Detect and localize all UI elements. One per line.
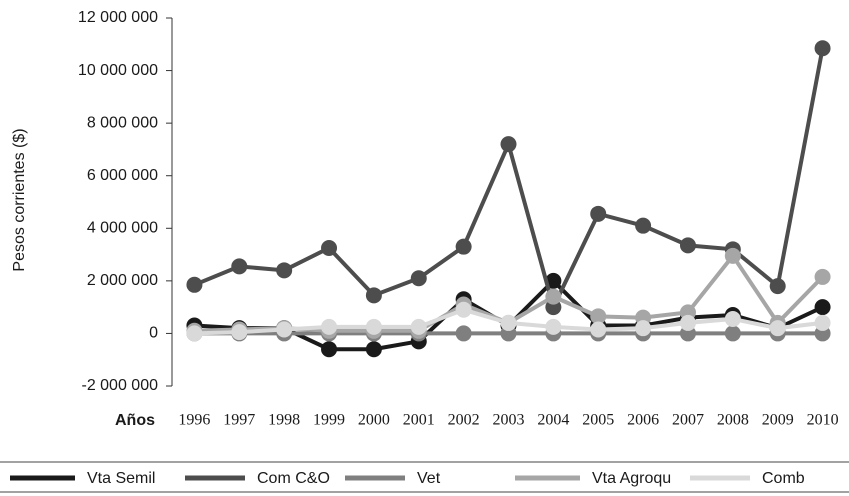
legend-label: Vet [417, 470, 441, 487]
series-point [500, 314, 517, 331]
series-point [410, 270, 427, 287]
x-tick-label: 1999 [313, 412, 345, 429]
x-tick-label: 1998 [268, 412, 300, 429]
series-point [814, 299, 831, 316]
legend-label: Vta Agroqu [592, 470, 671, 487]
series-point [321, 341, 338, 358]
legend-label: Comb [762, 470, 805, 487]
x-tick-label: 2005 [582, 412, 614, 429]
series-point [186, 276, 203, 293]
y-tick-label: 10 000 000 [78, 62, 158, 79]
series-point [545, 272, 562, 289]
series-point [276, 262, 293, 279]
series-point [769, 278, 786, 295]
series-point [410, 318, 427, 335]
y-axis-label: Pesos corrientes ($) [11, 128, 28, 271]
series-point [814, 268, 831, 285]
series-point [455, 238, 472, 255]
x-tick-label: 2000 [358, 412, 390, 429]
x-tick-label: 2009 [762, 412, 794, 429]
series-point [679, 314, 696, 331]
series-point [231, 258, 248, 275]
series-point [276, 321, 293, 338]
legend-label: Com C&O [257, 470, 330, 487]
series-point [814, 314, 831, 331]
x-tick-label: 2004 [537, 412, 569, 429]
series-point [186, 325, 203, 342]
series-point [724, 247, 741, 264]
series-point [455, 325, 472, 342]
series-point [769, 320, 786, 337]
x-tick-label: 2008 [717, 412, 749, 429]
x-axis-label: Años [115, 412, 155, 429]
series-point [590, 321, 607, 338]
y-tick-label: 4 000 000 [87, 220, 158, 237]
series-point [500, 136, 517, 153]
x-tick-label: 2006 [627, 412, 659, 429]
series-point [679, 237, 696, 254]
series-point [455, 301, 472, 318]
y-tick-label: 8 000 000 [87, 114, 158, 131]
x-tick-label: 2003 [493, 412, 525, 429]
x-tick-label: 2001 [403, 412, 435, 429]
series-point [635, 320, 652, 337]
series-point [635, 217, 652, 234]
y-tick-label: -2 000 000 [81, 377, 158, 394]
series-point [365, 341, 382, 358]
y-tick-label: 6 000 000 [87, 167, 158, 184]
series-point [590, 205, 607, 222]
y-tick-label: 12 000 000 [78, 9, 158, 26]
y-tick-label: 2 000 000 [87, 272, 158, 289]
y-tick-label: 0 [149, 325, 158, 342]
series-point [724, 310, 741, 327]
x-tick-label: 1997 [223, 412, 255, 429]
series-point [231, 324, 248, 341]
series-point [365, 287, 382, 304]
series-point [545, 318, 562, 335]
legend-label: Vta Semil [87, 470, 155, 487]
series-point [724, 325, 741, 342]
x-tick-label: 1996 [178, 412, 210, 429]
x-tick-label: 2007 [672, 412, 704, 429]
series-point [365, 318, 382, 335]
series-point [590, 308, 607, 325]
series-point [545, 288, 562, 305]
series-point [321, 318, 338, 335]
x-tick-label: 2010 [807, 412, 839, 429]
x-tick-label: 2002 [448, 412, 480, 429]
series-point [814, 40, 831, 57]
series-point [321, 240, 338, 256]
